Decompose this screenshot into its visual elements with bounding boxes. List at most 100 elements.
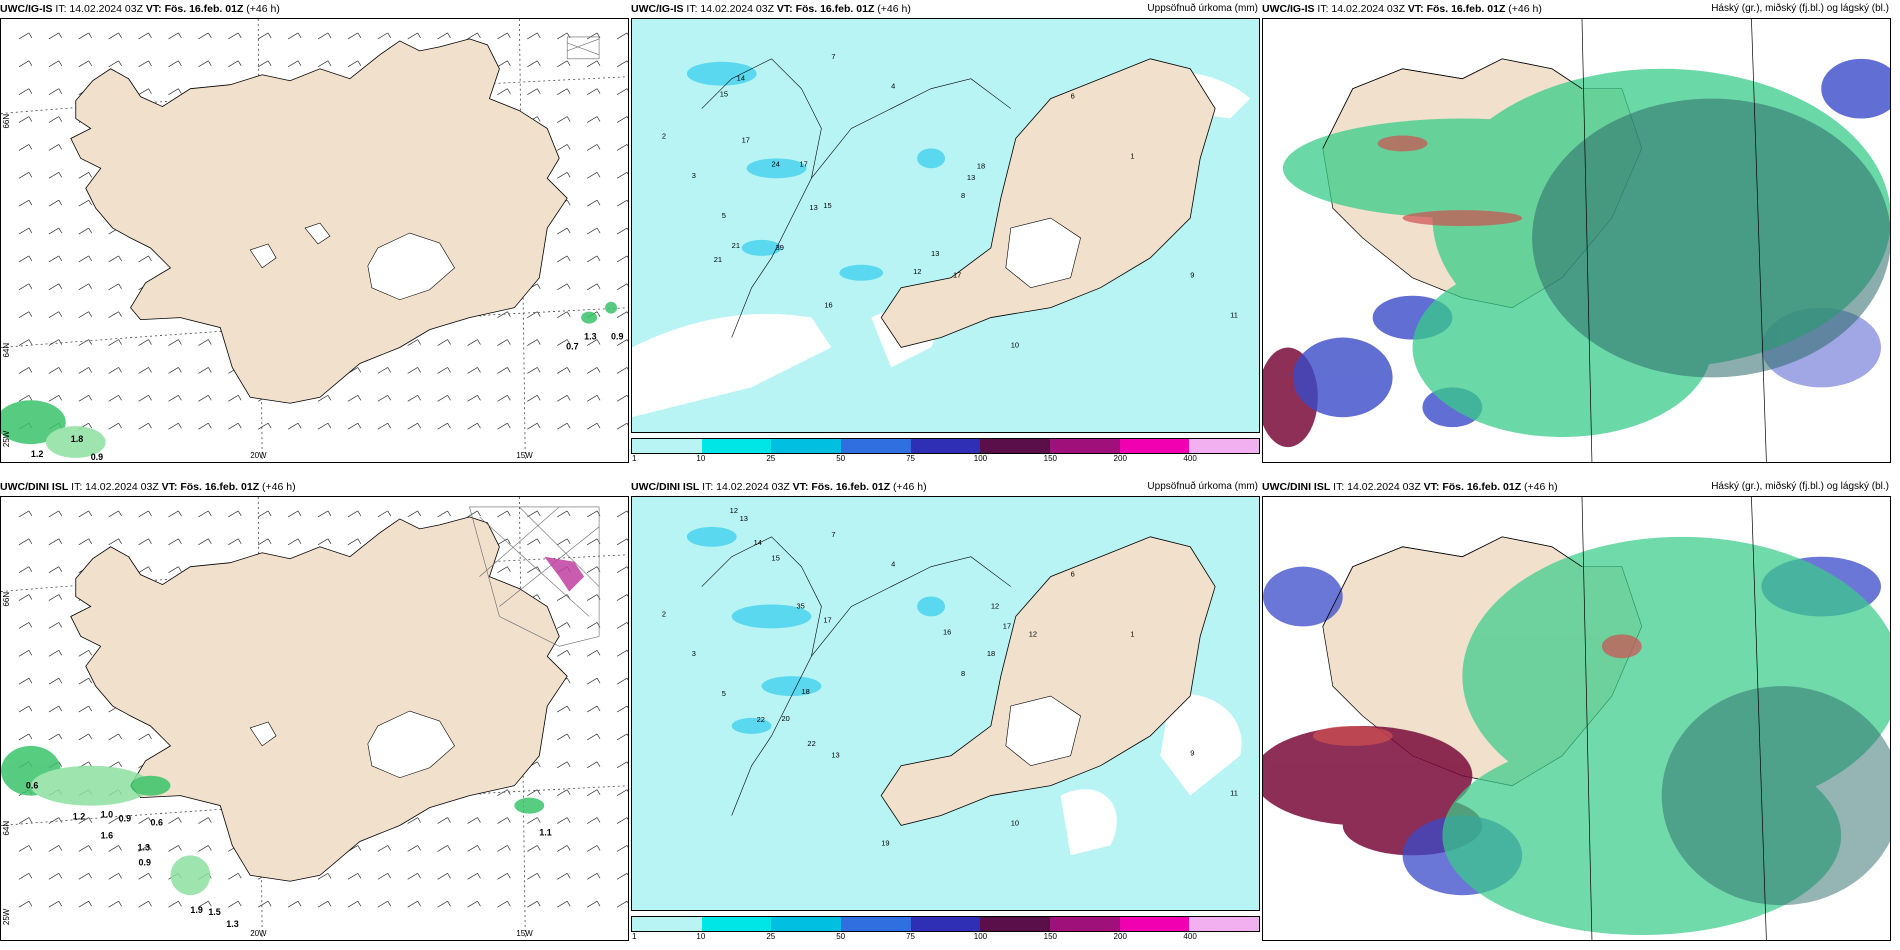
panel-header: UWC/IG-IS IT: 14.02.2024 03Z VT: Fös. 16… xyxy=(0,0,629,18)
model-name: UWC/IG-IS xyxy=(631,3,684,15)
value-label: 9 xyxy=(1190,749,1194,758)
cloud-map-svg xyxy=(1263,19,1890,462)
value-label: 4 xyxy=(891,560,895,569)
model-name: UWC/DINI ISL xyxy=(631,481,700,493)
value-label: 16 xyxy=(824,301,832,310)
colorbar-swatch xyxy=(1189,917,1260,931)
colorbar-swatches xyxy=(631,438,1260,454)
cloud-red xyxy=(1312,634,1642,746)
cloud-red xyxy=(1377,135,1523,227)
value-label: 0.9 xyxy=(91,452,103,462)
colorbar-swatch xyxy=(771,439,842,453)
value-label: 17 xyxy=(823,615,831,624)
value-label: 0.9 xyxy=(119,814,131,824)
panel-dini-wind: UWC/DINI ISL IT: 14.02.2024 03Z VT: Fös.… xyxy=(0,478,629,941)
panel-dini-cloud: UWC/DINI ISL IT: 14.02.2024 03Z VT: Fös.… xyxy=(1262,478,1891,941)
lat-label: 66N xyxy=(2,592,11,607)
value-label: 16 xyxy=(943,627,951,636)
colorbar-swatch xyxy=(980,917,1051,931)
init-time: IT: 14.02.2024 03Z xyxy=(686,3,774,15)
init-time: IT: 14.02.2024 03Z xyxy=(71,481,159,493)
colorbar-labels: 1 10 25 50 75 100 150 200 400 xyxy=(631,454,1260,464)
value-label: 1.3 xyxy=(584,332,596,342)
value-label: 22 xyxy=(757,715,765,724)
cloud-map-svg xyxy=(1263,497,1890,940)
panel-header: UWC/DINI ISL IT: 14.02.2024 03Z VT: Fös.… xyxy=(0,478,629,496)
forecast-offset: (+46 h) xyxy=(1524,481,1558,493)
model-name: UWC/IG-IS xyxy=(0,3,53,15)
precip-blobs xyxy=(1,745,545,896)
value-label: 10 xyxy=(1011,340,1019,349)
value-label: 17 xyxy=(799,159,807,168)
colorbar-label: 50 xyxy=(836,932,846,941)
value-label: 8 xyxy=(961,669,965,678)
value-label: 13 xyxy=(809,203,817,212)
precip-blobs-pink xyxy=(544,556,585,592)
value-label: 10 xyxy=(1011,818,1019,827)
hatched-ice xyxy=(469,506,600,647)
value-label: 18 xyxy=(987,649,995,658)
init-time: IT: 14.02.2024 03Z xyxy=(702,481,790,493)
colorbar-swatch xyxy=(632,917,702,931)
colorbar-label: 150 xyxy=(1043,454,1058,463)
panel-title: Uppsöfnuð úrkoma (mm) xyxy=(1147,481,1258,492)
colorbar-swatch xyxy=(1119,917,1190,931)
value-label: 18 xyxy=(977,161,985,170)
forecast-offset: (+46 h) xyxy=(1508,3,1542,15)
value-label: 5 xyxy=(722,211,726,220)
value-label: 12 xyxy=(913,267,921,276)
value-label: 1.6 xyxy=(101,830,113,840)
colorbar-label: 50 xyxy=(836,454,846,463)
forecast-offset: (+46 h) xyxy=(262,481,296,493)
value-label: 14 xyxy=(754,538,762,547)
colorbar-swatch xyxy=(910,917,981,931)
hatched-ice xyxy=(566,36,600,60)
panel-igis-cloud: UWC/IG-IS IT: 14.02.2024 03Z VT: Fös. 16… xyxy=(1262,0,1891,463)
colorbar-swatch xyxy=(701,917,772,931)
panel-dini-precip: UWC/DINI ISL IT: 14.02.2024 03Z VT: Fös.… xyxy=(631,478,1260,941)
value-label: 17 xyxy=(953,271,961,280)
wind-map: 1.3 0.9 0.7 1.2 1.8 0.9 20W 15W 66N 64N 25W xyxy=(0,18,629,463)
panel-title: Háský (gr.), miðský (fj.bl.) og lágský (… xyxy=(1711,481,1889,492)
lat-label: 66N xyxy=(2,114,11,129)
value-label: 1.9 xyxy=(190,905,202,915)
colorbar-swatch xyxy=(1119,439,1190,453)
iceland-land xyxy=(70,38,568,404)
value-label: 13 xyxy=(831,751,839,760)
value-label: 7 xyxy=(831,530,835,539)
value-label: 6 xyxy=(1071,570,1075,579)
panel-igis-precip: UWC/IG-IS IT: 14.02.2024 03Z VT: Fös. 16… xyxy=(631,0,1260,463)
value-label: 1.5 xyxy=(208,907,220,917)
forecast-offset: (+46 h) xyxy=(877,3,911,15)
lat-label: 64N xyxy=(2,821,11,836)
value-label: 6 xyxy=(1071,92,1075,101)
valid-time: VT: Fös. 16.feb. 01Z xyxy=(1423,481,1522,493)
lat-label: 25W xyxy=(2,430,11,447)
wind-map-svg: 1.3 0.9 0.7 1.2 1.8 0.9 20W 15W 66N 64N 25W xyxy=(1,19,628,462)
value-label: 0.9 xyxy=(611,332,623,342)
value-label: 1 xyxy=(1130,151,1134,160)
colorbar-label: 75 xyxy=(906,932,915,941)
valid-time: VT: Fös. 16.feb. 01Z xyxy=(1407,3,1506,15)
colorbar-label: 1 xyxy=(632,454,637,463)
panel-title: Háský (gr.), miðský (fj.bl.) og lágský (… xyxy=(1711,3,1889,14)
init-time: IT: 14.02.2024 03Z xyxy=(1333,481,1421,493)
value-label: 1.3 xyxy=(226,919,238,929)
value-label: 17 xyxy=(742,135,750,144)
cloud-map xyxy=(1262,496,1891,941)
value-label: 11 xyxy=(1230,789,1238,798)
value-label: 24 xyxy=(772,159,780,168)
precip-map: 12 13 14 15 35 17 18 22 20 22 13 12 16 18 17 12 2 3 5 7 4 8 6 1… xyxy=(631,496,1260,911)
panel-header: UWC/IG-IS IT: 14.02.2024 03Z VT: Fös. 16… xyxy=(1262,0,1891,18)
lon-label: 15W xyxy=(516,451,533,460)
colorbar-label: 10 xyxy=(696,454,706,463)
value-label: 0.7 xyxy=(566,342,578,352)
colorbar-label: 25 xyxy=(766,454,776,463)
init-time: IT: 14.02.2024 03Z xyxy=(55,3,143,15)
colorbar-swatches xyxy=(631,916,1260,932)
value-labels: 1.3 0.9 0.7 1.2 1.8 0.9 xyxy=(31,332,624,462)
colorbar-label: 25 xyxy=(766,932,776,941)
value-label: 12 xyxy=(991,601,999,610)
